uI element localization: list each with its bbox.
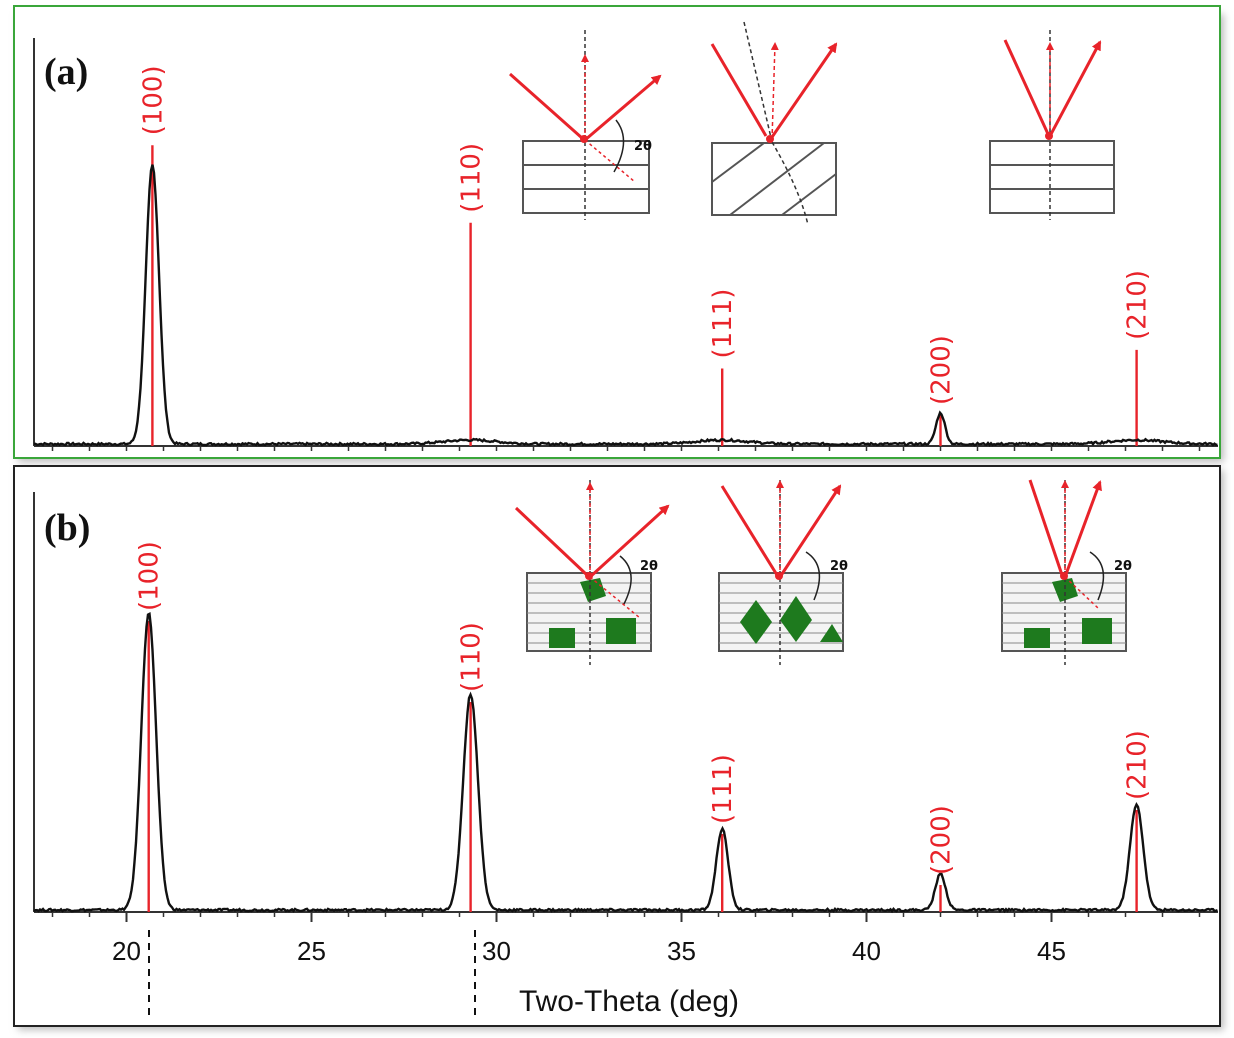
inset-a1-angle-label: 2θ [634, 139, 652, 154]
panel-b-peak-markers [147, 621, 1138, 912]
peak-label: (110) [457, 622, 487, 692]
inset-a-tilted-planes [710, 21, 838, 226]
peak-label: (200) [927, 335, 957, 405]
peak-label: (110) [457, 143, 487, 213]
panel-b-peak-labels: (100) (110) (111) (200) (210) [135, 541, 1153, 875]
panel-a-ticks [51, 446, 1201, 451]
x-tick-label: 30 [482, 936, 511, 966]
peak-label: (210) [1123, 730, 1153, 800]
inset-b3-angle-label: 2θ [1114, 559, 1132, 574]
panel-b-label: (b) [44, 507, 90, 549]
x-tick-label: 40 [852, 936, 881, 966]
panel-b: (b) (100) (110) (111) (200) (210) 20 25 30 35 40… [13, 465, 1221, 1027]
x-tick-label: 25 [297, 936, 326, 966]
x-tick-label: 20 [112, 936, 141, 966]
inset-b-grains-left: 2θ [514, 480, 670, 665]
panel-a: (a) (100) (110) (111) (200) (210) 2θ [13, 5, 1221, 459]
peak-label: (111) [708, 754, 738, 824]
inset-b-grains-right: 2θ [1001, 479, 1132, 665]
panel-a-peak-labels: (100) (110) (111) (200) (210) [138, 65, 1152, 405]
panel-a-label: (a) [44, 51, 88, 93]
inset-b1-angle-label: 2θ [640, 559, 658, 574]
peak-label: (210) [1123, 270, 1153, 340]
peak-label: (100) [135, 541, 165, 611]
peak-label: (100) [138, 65, 168, 135]
inset-a-parallel-planes-right [989, 30, 1115, 220]
inset-b-grains-middle: 2θ [718, 480, 848, 665]
panel-a-peak-markers [151, 145, 1138, 446]
panel-b-frame [13, 465, 1221, 1027]
x-tick-label: 45 [1037, 936, 1066, 966]
panel-b-x-tick-labels: 20 25 30 35 40 45 [112, 912, 1066, 966]
panel-b-profile-line [33, 612, 1218, 914]
peak-label: (111) [708, 289, 738, 359]
panel-a-frame [13, 5, 1221, 459]
x-axis-title: Two-Theta (deg) [519, 985, 739, 1018]
inset-a-parallel-planes-left: 2θ [509, 30, 662, 220]
panel-a-profile-line [33, 164, 1218, 447]
x-tick-label: 35 [667, 936, 696, 966]
peak-label: (200) [927, 805, 957, 875]
inset-b2-angle-label: 2θ [830, 559, 848, 574]
